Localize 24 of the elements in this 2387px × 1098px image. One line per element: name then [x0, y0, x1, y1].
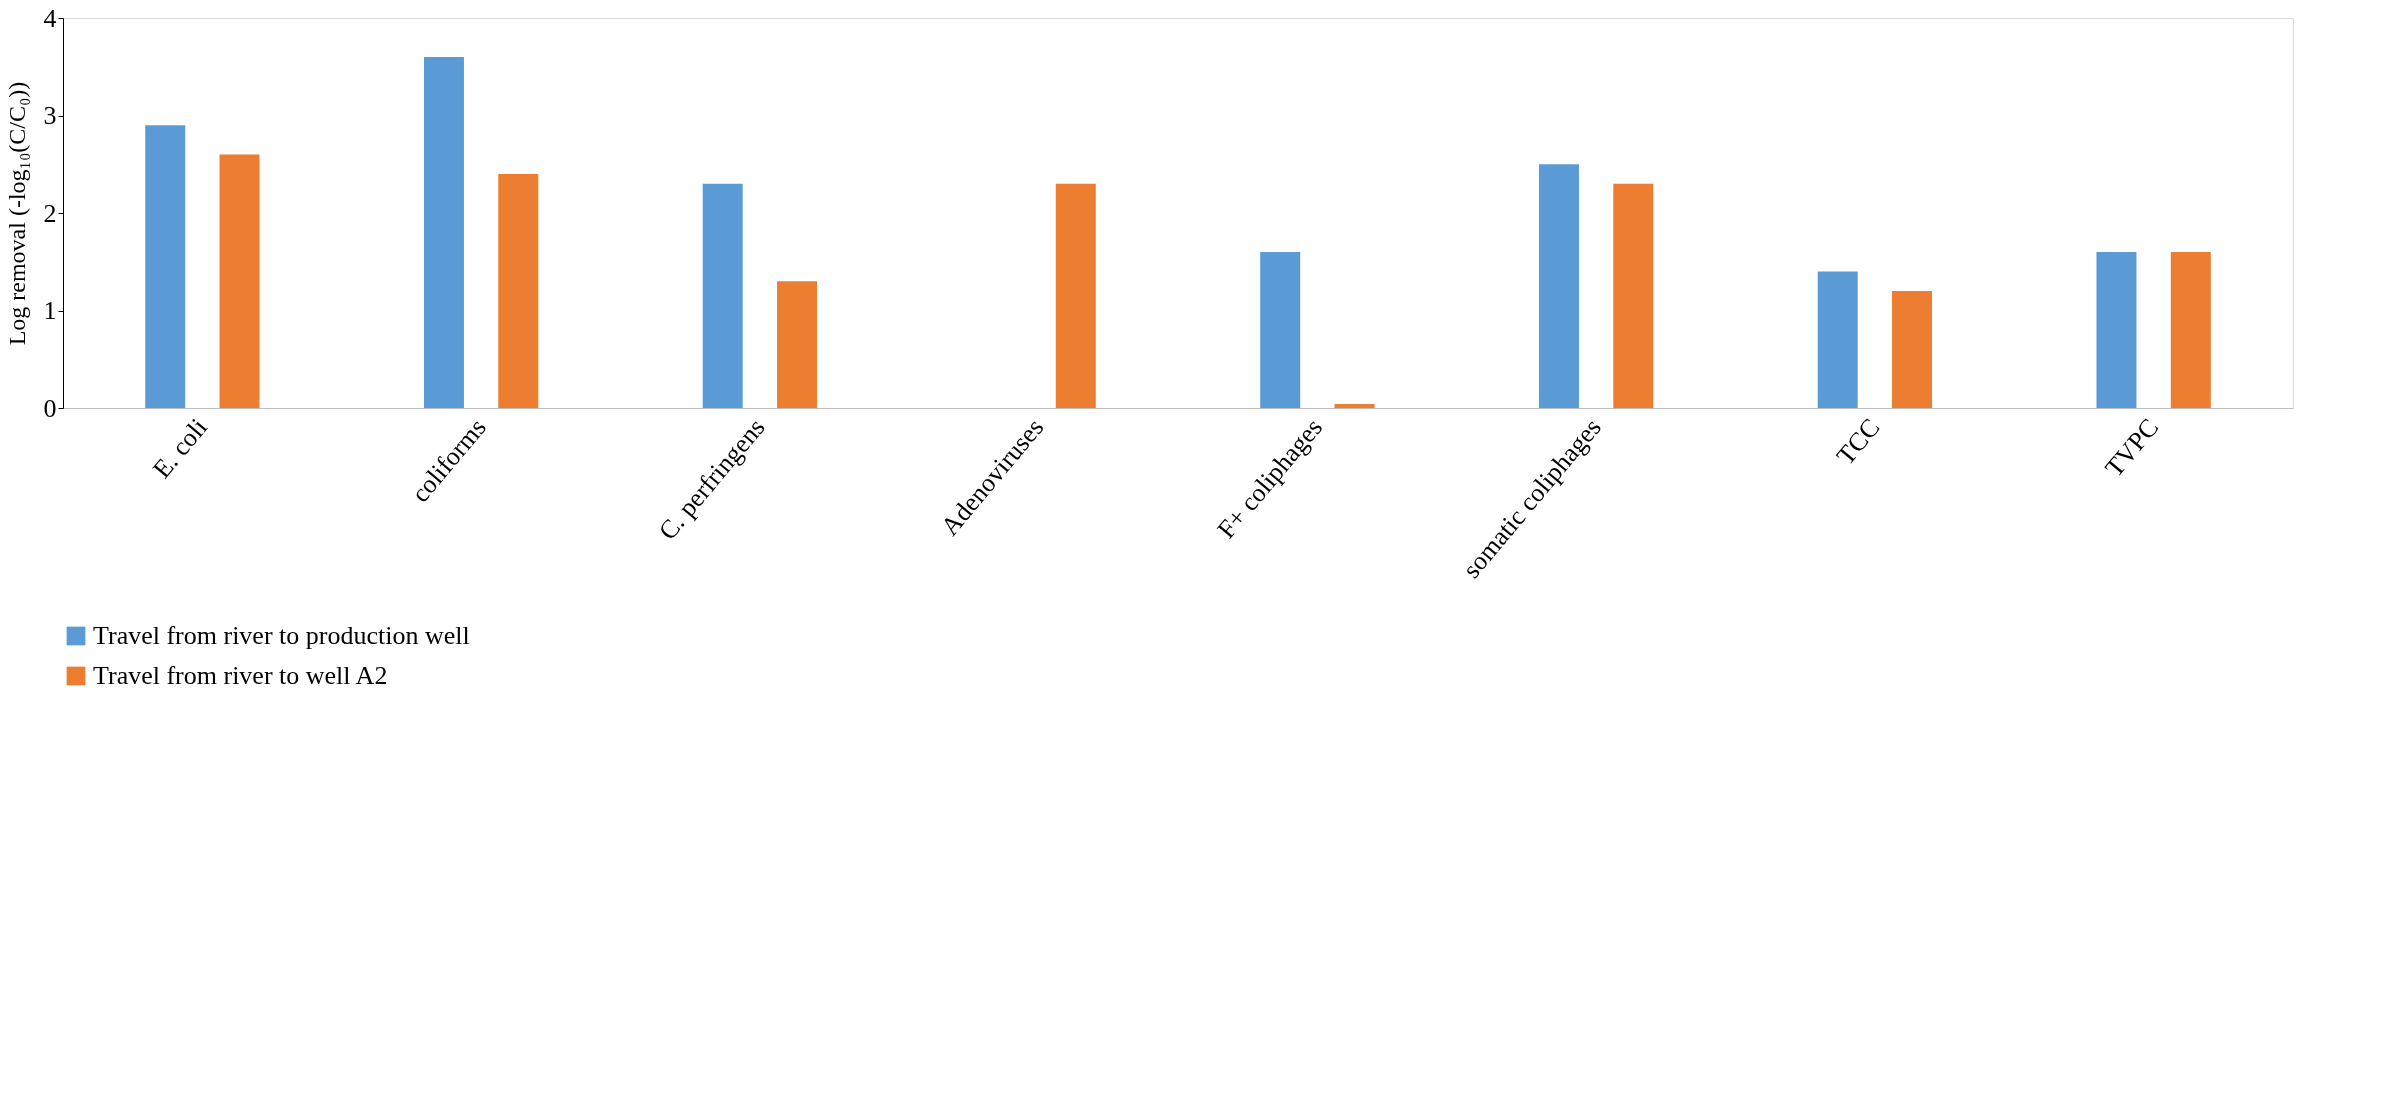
x-tick-label: E. coli [147, 412, 214, 484]
bar [219, 154, 260, 408]
bar [777, 281, 818, 408]
bar [2096, 252, 2137, 408]
bar [1260, 252, 1301, 408]
y-tick-label: 0 [43, 393, 57, 423]
bar [1817, 271, 1858, 408]
bar [423, 57, 464, 408]
y-tick-label: 3 [43, 101, 57, 130]
legend-label: Travel from river to production well [93, 621, 470, 650]
bar [2170, 252, 2211, 408]
bar [1334, 404, 1375, 408]
bar [1538, 164, 1579, 408]
y-axis-title: Log removal (-log₁₀(C/C₀)) [3, 81, 30, 346]
legend-label: Travel from river to well A2 [93, 661, 388, 690]
y-tick-label: 4 [43, 3, 57, 33]
bar [1892, 291, 1933, 408]
bar [145, 125, 186, 408]
bar [498, 174, 539, 408]
bar [1613, 183, 1654, 408]
bar [702, 183, 743, 408]
y-tick-label: 2 [43, 198, 57, 228]
bar [1055, 183, 1096, 408]
y-tick-label: 1 [43, 296, 57, 325]
